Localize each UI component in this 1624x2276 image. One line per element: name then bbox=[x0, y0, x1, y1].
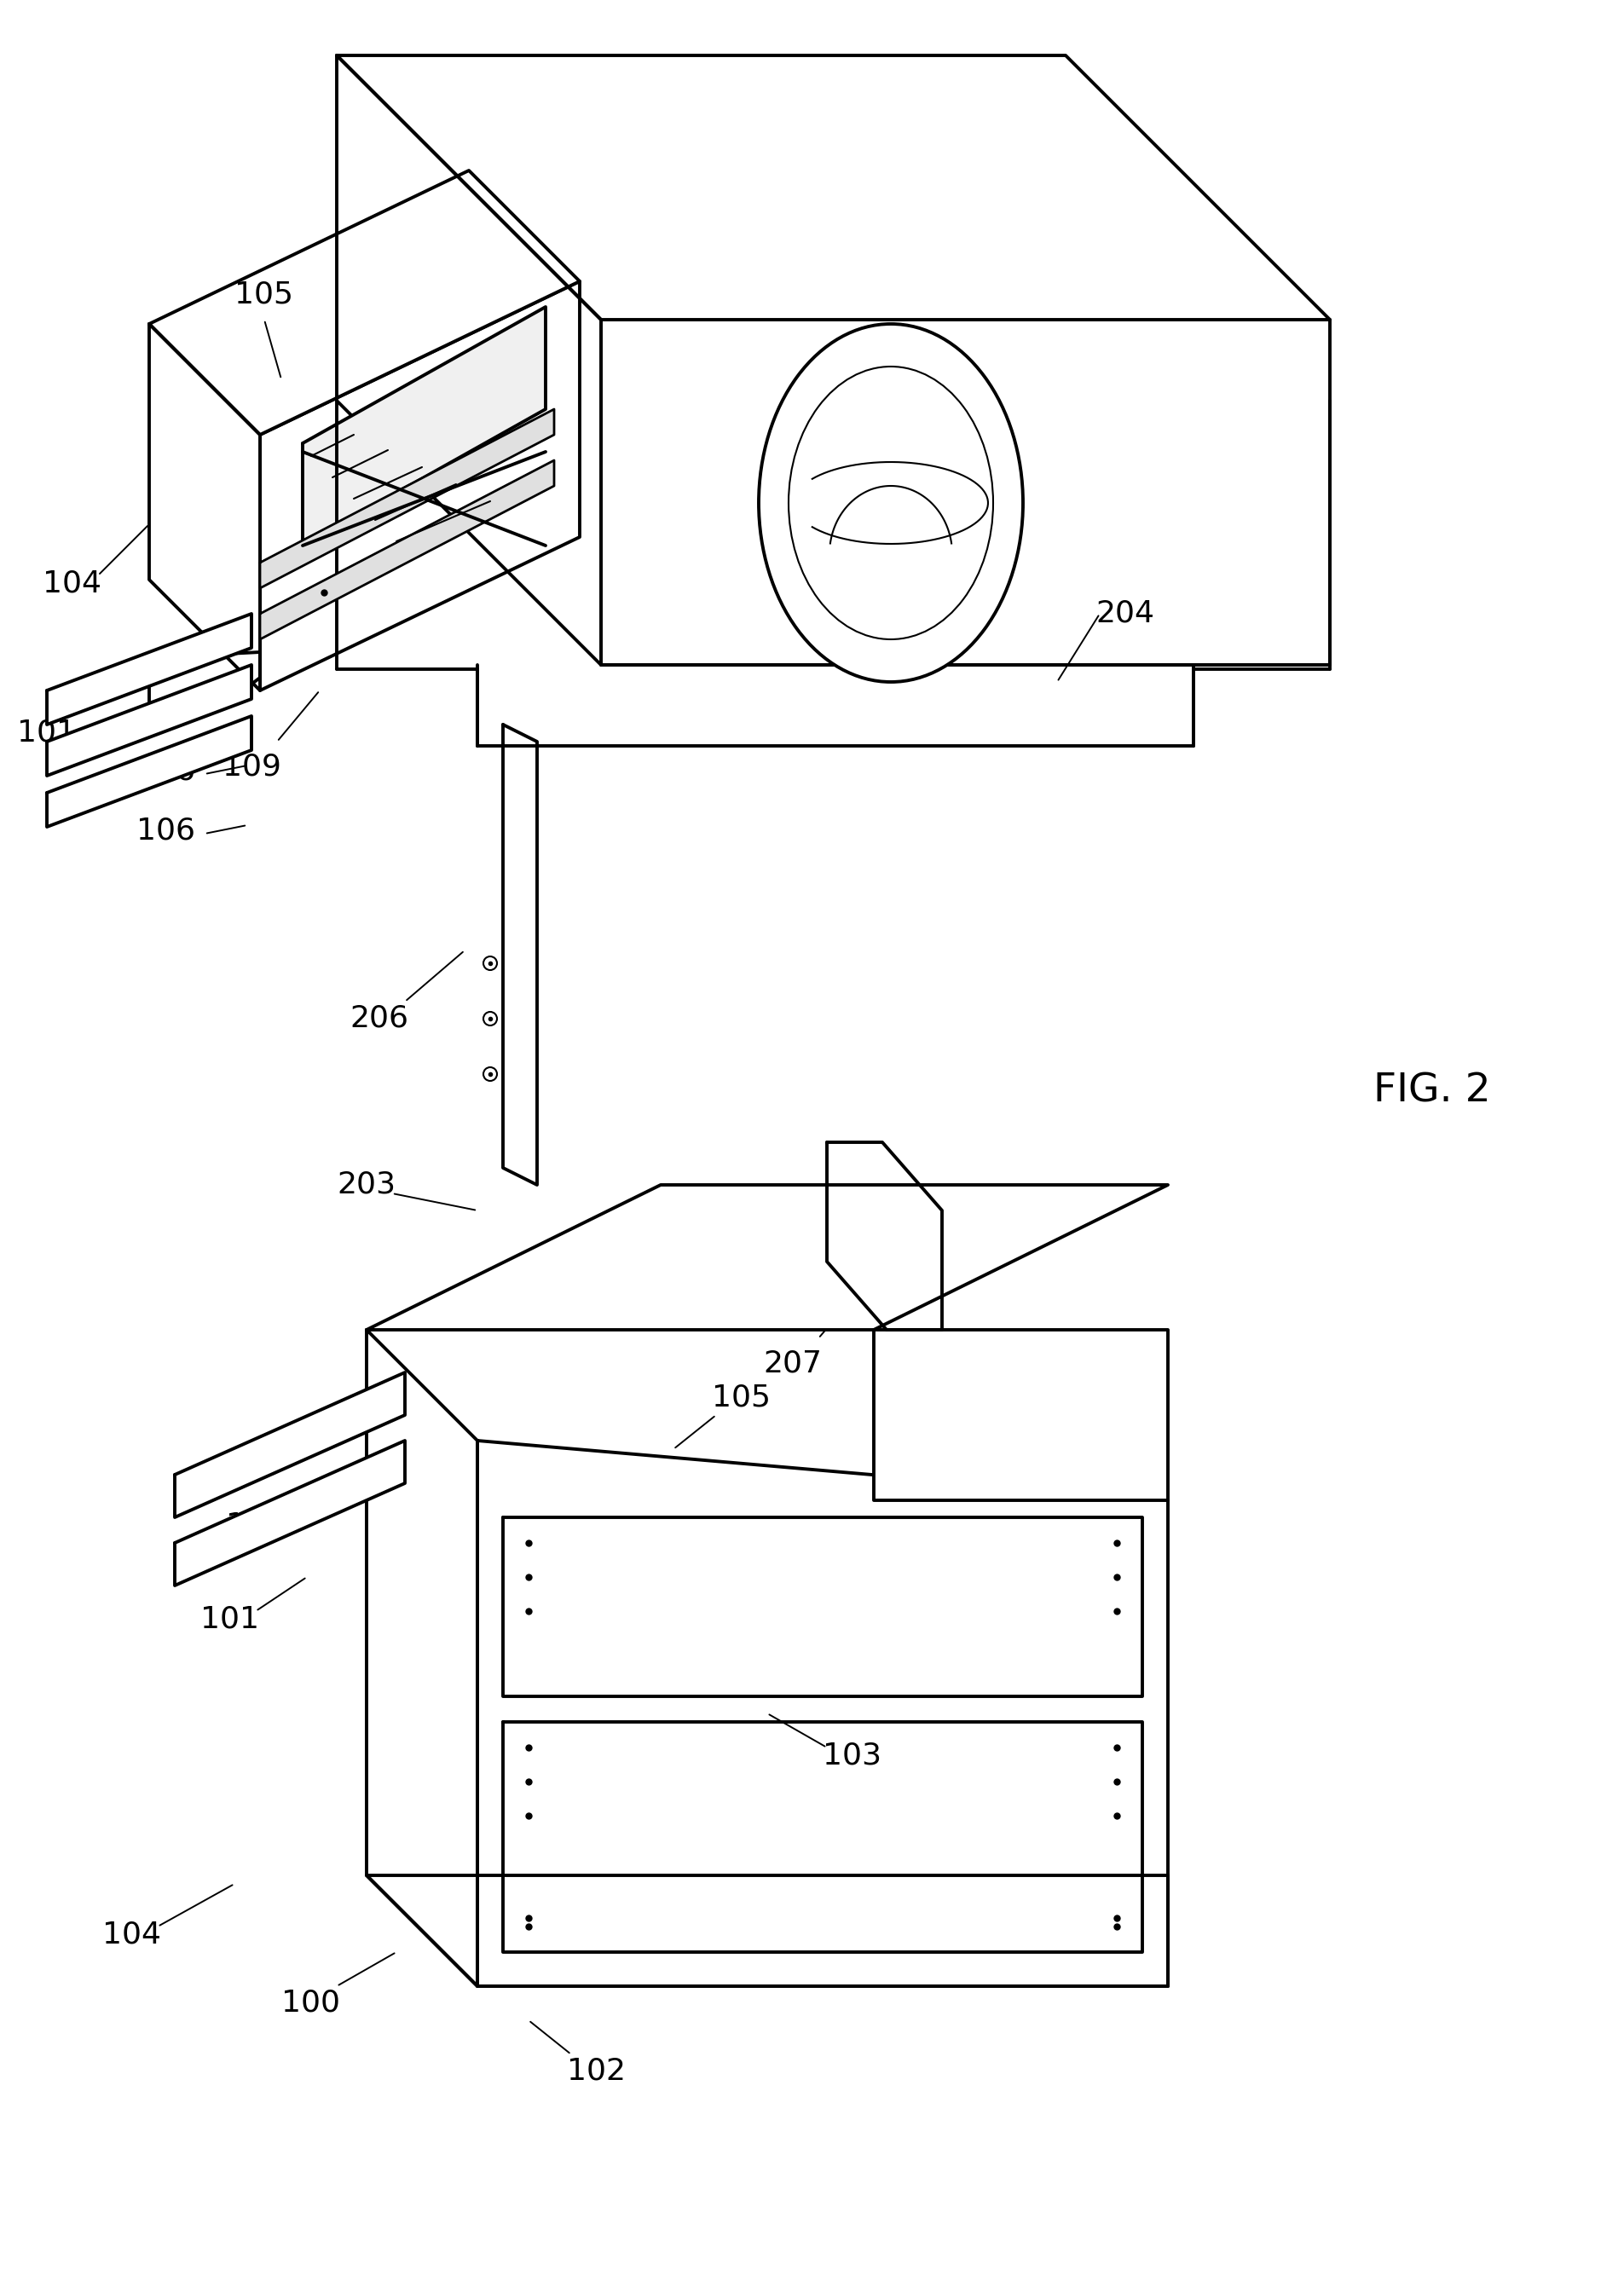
Text: 100: 100 bbox=[281, 1989, 341, 2019]
Text: 101: 101 bbox=[201, 1605, 260, 1634]
Polygon shape bbox=[260, 460, 554, 640]
Text: 106: 106 bbox=[136, 817, 195, 847]
Text: 104: 104 bbox=[102, 1921, 161, 1951]
Polygon shape bbox=[149, 323, 260, 690]
Text: 105: 105 bbox=[711, 1384, 771, 1413]
Text: 203: 203 bbox=[338, 1170, 396, 1199]
Polygon shape bbox=[47, 665, 252, 776]
Polygon shape bbox=[827, 1143, 942, 1329]
Polygon shape bbox=[336, 55, 1328, 319]
Text: 109: 109 bbox=[222, 753, 281, 781]
Text: FIG. 2: FIG. 2 bbox=[1372, 1072, 1491, 1111]
Polygon shape bbox=[336, 55, 601, 665]
Text: 101: 101 bbox=[18, 719, 76, 747]
Text: 106: 106 bbox=[222, 1452, 281, 1482]
Text: 206: 206 bbox=[349, 1004, 409, 1033]
Ellipse shape bbox=[758, 323, 1023, 683]
Polygon shape bbox=[175, 1372, 404, 1518]
Polygon shape bbox=[601, 319, 1328, 665]
Polygon shape bbox=[477, 1441, 1168, 1987]
Text: 105: 105 bbox=[235, 280, 294, 310]
Polygon shape bbox=[260, 282, 580, 690]
Polygon shape bbox=[175, 1441, 404, 1586]
Polygon shape bbox=[874, 1329, 1168, 1500]
Text: 104: 104 bbox=[42, 569, 102, 599]
Text: 106: 106 bbox=[136, 758, 195, 785]
Polygon shape bbox=[47, 615, 252, 724]
Text: 102: 102 bbox=[567, 2058, 625, 2085]
Polygon shape bbox=[47, 717, 252, 826]
Text: 207: 207 bbox=[763, 1350, 822, 1379]
Polygon shape bbox=[503, 724, 538, 1186]
Polygon shape bbox=[149, 653, 260, 703]
Polygon shape bbox=[149, 171, 580, 435]
Text: 204: 204 bbox=[1095, 599, 1155, 628]
Polygon shape bbox=[302, 307, 546, 546]
Text: 205: 205 bbox=[784, 564, 843, 594]
Polygon shape bbox=[367, 1329, 477, 1987]
Text: 101: 101 bbox=[226, 1511, 284, 1541]
Polygon shape bbox=[260, 410, 554, 587]
Polygon shape bbox=[367, 1186, 1168, 1329]
Text: 103: 103 bbox=[823, 1741, 882, 1771]
